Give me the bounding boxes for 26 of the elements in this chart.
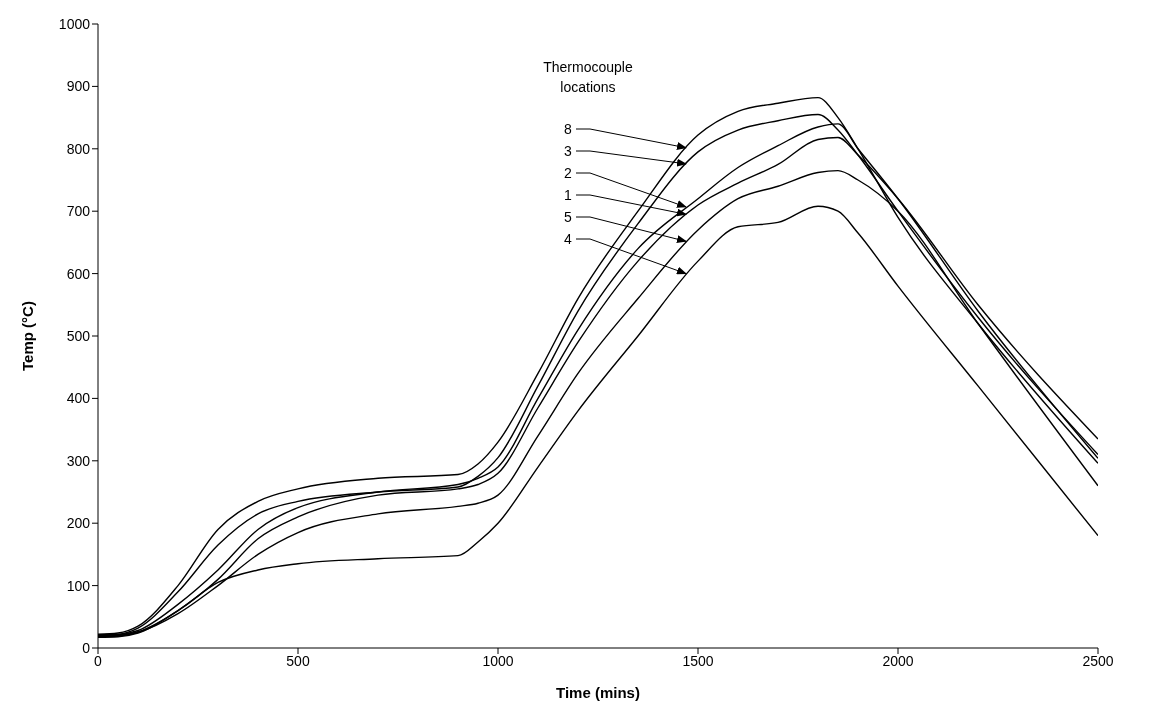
y-axis-title: Temp (°C) [19,301,37,371]
y-tick-label: 1000 [58,15,91,32]
y-tick-label: 400 [66,390,91,407]
x-tick-label: 2000 [882,652,914,669]
x-tick-label: 1500 [682,652,714,669]
y-tick-label: 200 [66,515,91,532]
y-tick-label: 300 [66,452,91,469]
y-tick-label: 500 [66,327,91,344]
legend-label: 8 [564,121,573,137]
x-tick-label: 1000 [482,652,514,669]
x-axis-title: Time (mins) [556,684,640,701]
x-tick-label: 500 [286,652,310,669]
y-tick-label: 600 [66,265,91,282]
y-tick-label: 100 [66,577,91,594]
y-tick-label: 700 [66,203,91,220]
y-tick-label: 0 [82,639,91,656]
legend-label: 4 [564,231,573,247]
y-tick-label: 800 [66,140,91,157]
legend-label: 5 [564,209,573,225]
legend-label: 2 [564,165,573,181]
legend-label: 1 [564,187,573,203]
legend-title: Thermocouple locations [543,59,633,95]
legend-label: 3 [564,143,573,159]
x-tick-label: 0 [94,652,103,669]
x-tick-label: 2500 [1082,652,1114,669]
y-tick-label: 900 [66,78,91,95]
